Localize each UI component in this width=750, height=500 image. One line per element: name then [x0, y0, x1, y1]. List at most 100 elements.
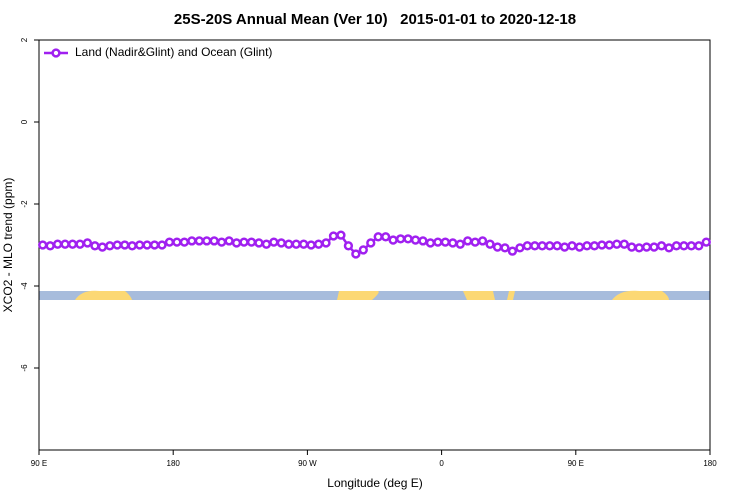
data-point [656, 241, 667, 251]
data-point [395, 234, 406, 244]
data-point [455, 239, 465, 249]
data-point [209, 236, 219, 246]
data-point [671, 241, 682, 251]
data-point [403, 234, 413, 244]
data-point [597, 240, 607, 250]
land [75, 290, 132, 300]
data-point [366, 238, 376, 248]
data-point [477, 236, 488, 246]
x-tick-label: 180 [167, 459, 181, 468]
data-point [604, 240, 614, 250]
data-point [254, 238, 264, 248]
land [612, 290, 669, 300]
data-point [463, 236, 473, 246]
data-point [306, 240, 316, 250]
land-ocean-strip [39, 290, 710, 300]
data-point [440, 237, 450, 247]
land [337, 291, 379, 300]
data-point [515, 243, 525, 253]
data-point [574, 242, 585, 252]
y-tick-label: -6 [20, 364, 29, 372]
data-point [634, 243, 644, 253]
data-point [537, 241, 547, 251]
data-point [321, 238, 331, 248]
data-point [664, 243, 674, 253]
data-point [500, 243, 510, 253]
data-point [45, 241, 55, 251]
data-point [694, 241, 704, 251]
data-point [135, 240, 145, 250]
data-point [194, 236, 204, 246]
data-point [559, 242, 570, 252]
data-point [52, 239, 63, 249]
data-point [67, 239, 78, 249]
data-point [164, 237, 175, 247]
data-point [202, 236, 212, 246]
data-point [373, 232, 383, 242]
y-tick-label: -4 [20, 282, 29, 290]
data-point [351, 249, 361, 259]
x-tick-label: 90 E [568, 459, 584, 468]
x-axis-label: Longitude (deg E) [327, 476, 422, 490]
data-point [388, 235, 398, 245]
data-point [246, 237, 257, 247]
x-tick-label: 180 [703, 459, 717, 468]
x-tick-label: 0 [439, 459, 444, 468]
data-point [105, 241, 115, 251]
data-point [231, 238, 242, 248]
data-point [522, 241, 532, 251]
data-point [545, 241, 555, 251]
chart-title: 25S-20S Annual Mean (Ver 10) 2015-01-01 … [174, 11, 576, 28]
data-point [269, 237, 279, 247]
data-point [418, 236, 428, 246]
data-point [358, 245, 368, 255]
data-point [112, 240, 122, 250]
data-point [239, 237, 249, 247]
data-point [313, 239, 324, 249]
data-point [701, 237, 711, 247]
data-point [328, 231, 339, 241]
data-point [425, 238, 436, 248]
data-point [641, 242, 652, 252]
data-point [142, 240, 152, 250]
data-point [492, 242, 503, 252]
data-point [120, 240, 130, 250]
y-tick-label: 2 [20, 37, 29, 42]
data-point [336, 230, 346, 240]
x-tick-label: 90 E [31, 459, 47, 468]
data-point [75, 239, 85, 249]
data-point [157, 240, 167, 250]
data-point [172, 237, 182, 247]
data-point [589, 241, 600, 251]
land [463, 291, 495, 300]
y-tick-label: -2 [20, 200, 29, 208]
data-point [261, 239, 272, 249]
data-point [627, 242, 637, 252]
data-point [612, 239, 622, 249]
x-tick-label: 90 W [298, 459, 317, 468]
data-point [97, 242, 108, 252]
data-point [530, 241, 540, 251]
data-point [507, 246, 518, 256]
data-point [291, 239, 301, 249]
data-point [149, 240, 160, 250]
data-point [686, 241, 697, 251]
data-point [410, 235, 421, 245]
data-point [276, 238, 286, 248]
data-point [82, 238, 93, 248]
legend-marker [51, 48, 61, 58]
data-point [433, 237, 443, 247]
data-point [381, 232, 391, 242]
data-point [485, 239, 495, 249]
land [507, 291, 515, 300]
data-point [470, 237, 480, 247]
data-point [90, 241, 100, 251]
y-tick-label: 0 [20, 119, 29, 124]
data-point [60, 239, 70, 249]
data-point [217, 237, 227, 247]
data-point [552, 241, 562, 251]
data-point [343, 241, 354, 251]
data-point [187, 236, 197, 246]
